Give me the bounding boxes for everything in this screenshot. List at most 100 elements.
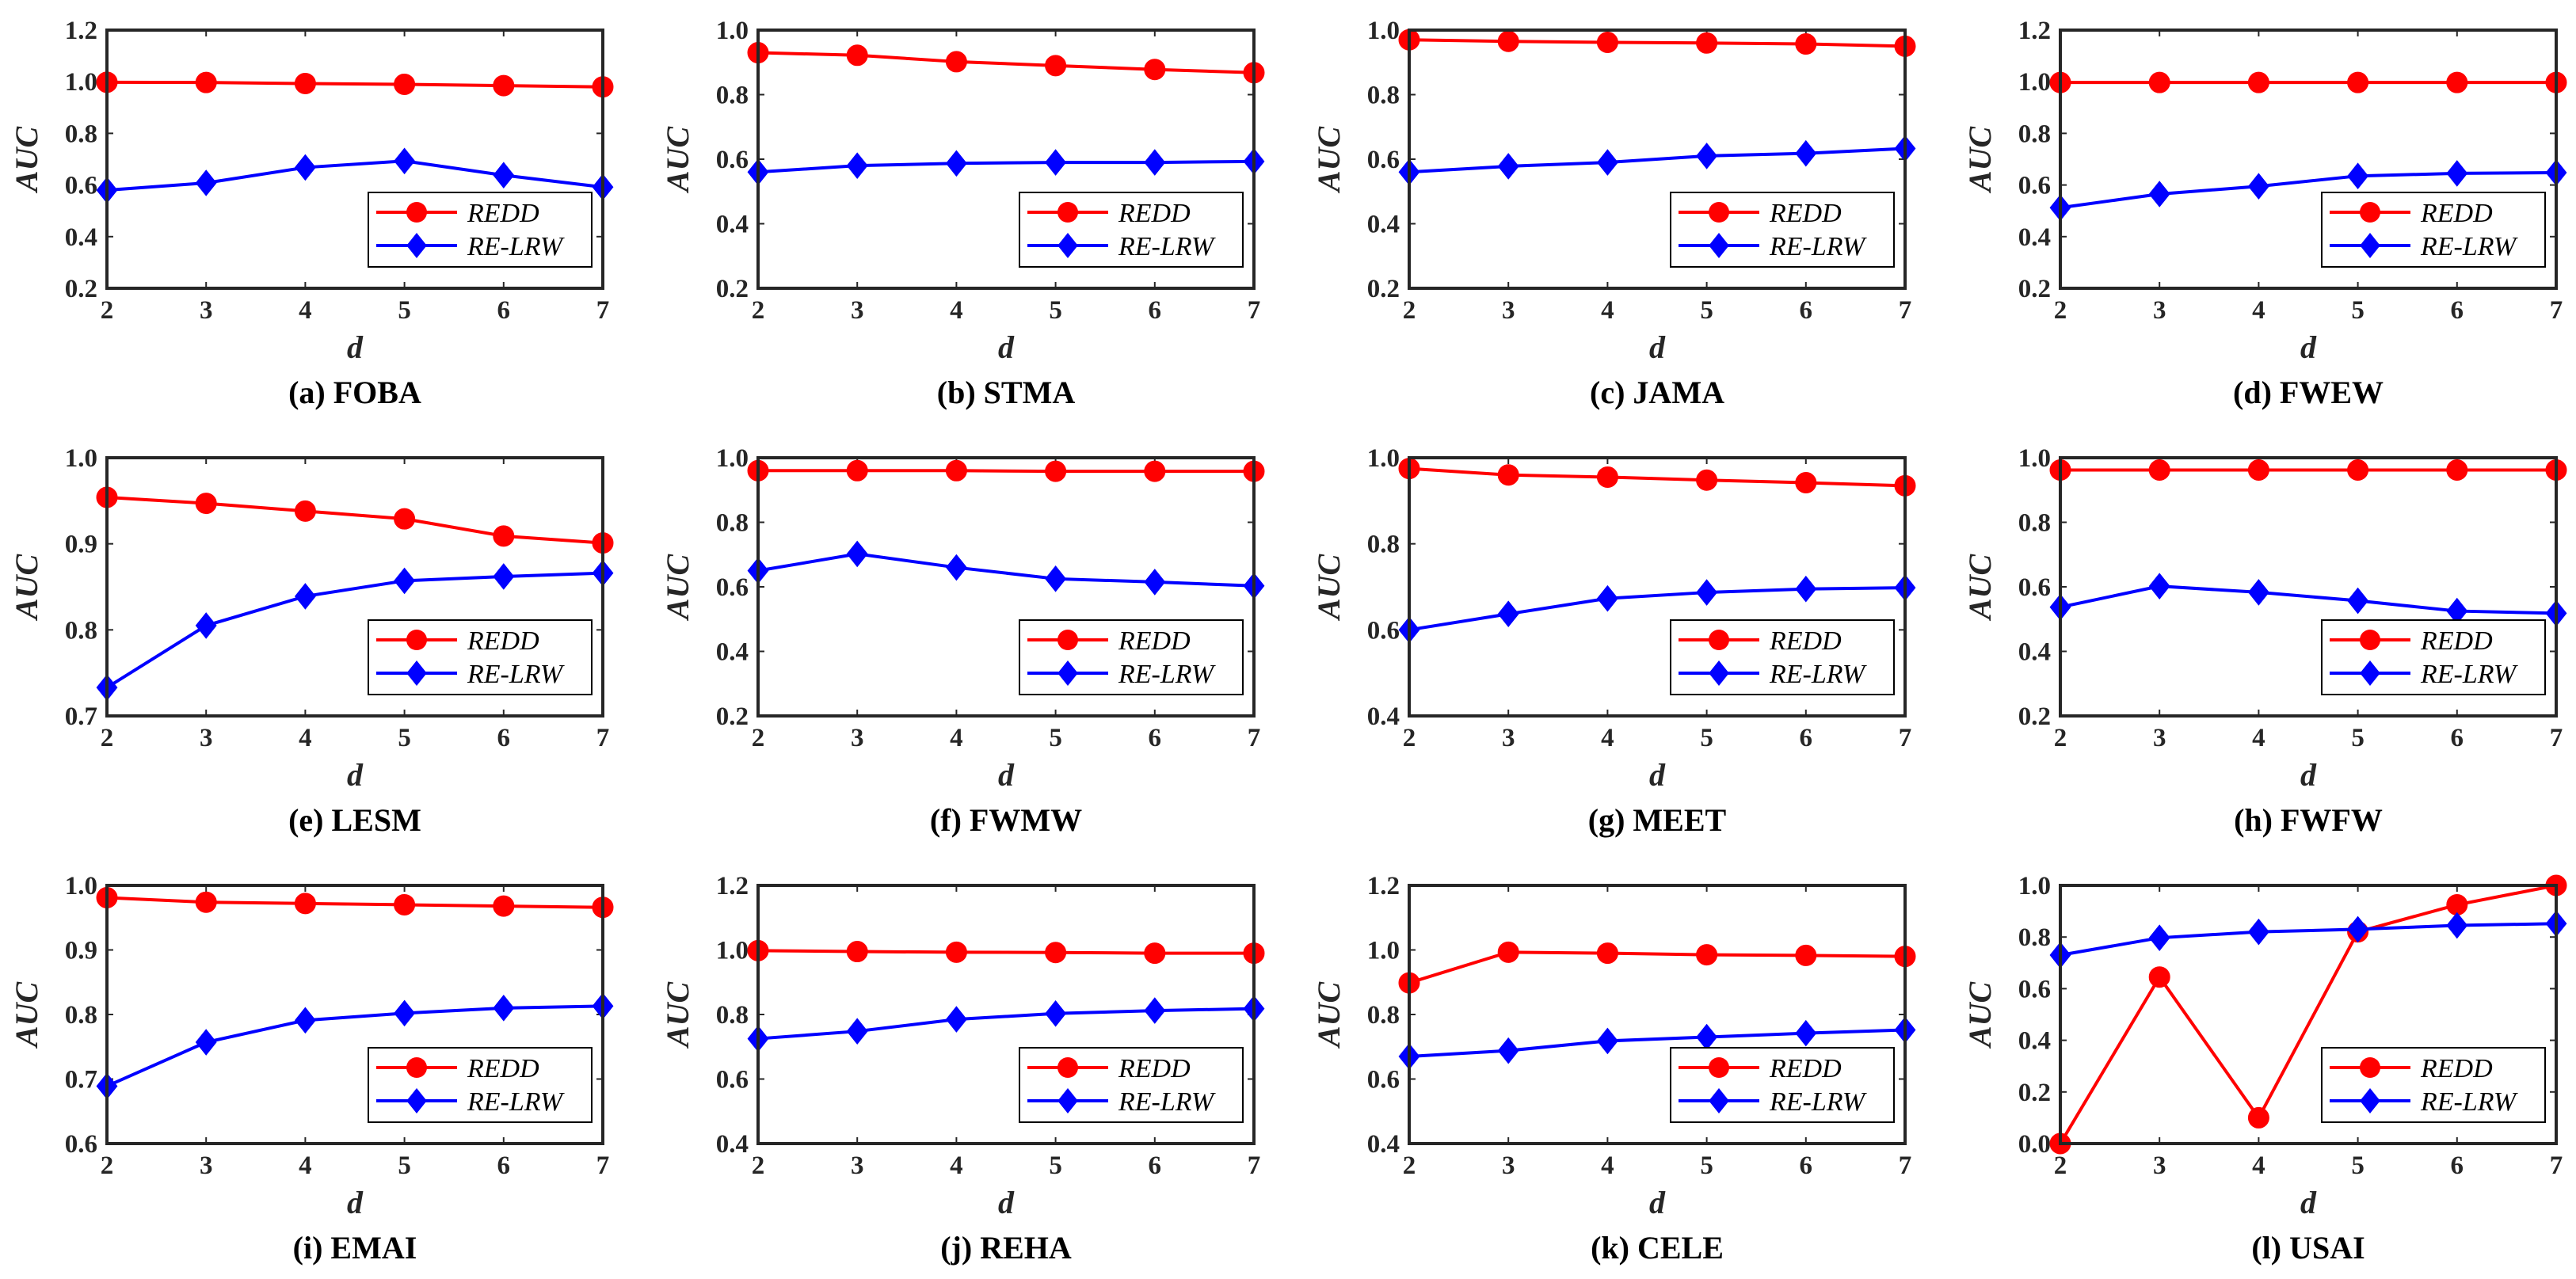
redd-point (1696, 944, 1718, 966)
x-tick-label: 6 (1800, 724, 1813, 752)
y-tick-label: 0.8 (65, 120, 97, 148)
redd-point (294, 72, 316, 94)
legend: REDD RE-LRW (1670, 1047, 1895, 1123)
redd-point (1144, 942, 1166, 965)
redd-point (1045, 460, 1067, 482)
x-tick-label: 2 (2054, 1151, 2067, 1180)
legend-marker-diamond (1709, 233, 1729, 258)
y-tick-label: 0.4 (2018, 223, 2051, 252)
legend-marker-circle (1057, 630, 1078, 650)
redd-point (394, 893, 416, 915)
x-tick-label: 3 (2153, 1151, 2166, 1180)
x-tick-label: 5 (398, 296, 411, 325)
redd-point (1596, 466, 1618, 488)
series-line-re-lrw (1408, 586, 1906, 632)
y-axis-label: AUC (1311, 554, 1347, 622)
series-line-re-lrw (757, 159, 1255, 174)
redd-point (294, 893, 316, 915)
legend-label-re-lrw: RE-LRW (1769, 1087, 1867, 1117)
re-lrw-point (1045, 565, 1067, 592)
re-lrw-point (2347, 587, 2369, 615)
series-line-re-lrw (757, 552, 1255, 588)
x-tick-label: 4 (1601, 296, 1614, 325)
panel-caption: (a) FOBA (288, 375, 421, 410)
panel-i-emai: 2 3 4 5 6 7 0.6 0.7 0.8 0.9 1.0 d AUC (i) EMAI REDD RE-… (9, 872, 614, 1266)
y-axis-label: AUC (1311, 126, 1347, 195)
x-axis-label: d (2300, 329, 2317, 365)
legend-box (2321, 1047, 2546, 1123)
re-lrw-point (1497, 600, 1519, 628)
x-tick-label: 3 (2153, 296, 2166, 325)
y-tick-label: 1.2 (716, 872, 749, 900)
legend-marker-circle (1057, 202, 1078, 223)
re-lrw-point (294, 583, 316, 610)
redd-point (2148, 459, 2170, 481)
x-tick-label: 2 (101, 724, 114, 752)
legend: REDD RE-LRW (2321, 1047, 2546, 1123)
series-line-re-lrw (2060, 170, 2557, 210)
re-lrw-point (1696, 1023, 1718, 1051)
x-tick-label: 4 (299, 724, 312, 752)
redd-point (1497, 464, 1519, 486)
x-tick-label: 4 (299, 1151, 312, 1180)
x-tick-label: 6 (1800, 296, 1813, 325)
series-line-redd (2059, 884, 2557, 1145)
x-tick-label: 2 (2054, 296, 2067, 325)
panel-caption: (e) LESM (288, 802, 421, 838)
x-tick-label: 3 (1502, 724, 1515, 752)
re-lrw-point (1596, 584, 1618, 612)
y-tick-label: 0.8 (716, 509, 749, 538)
x-tick-label: 2 (752, 724, 765, 752)
axes-frame (2059, 29, 2558, 290)
y-tick-label: 0.8 (65, 1001, 97, 1030)
legend-marker-circle (1709, 1057, 1729, 1078)
re-lrw-point (2148, 924, 2170, 951)
legend-label-redd: REDD (1769, 1054, 1842, 1083)
legend-label-redd: REDD (467, 199, 539, 228)
x-tick-label: 3 (200, 724, 213, 752)
legend-marker-circle (1709, 630, 1729, 650)
y-axis-label: AUC (9, 554, 44, 622)
redd-point (2148, 71, 2170, 93)
redd-point (1696, 32, 1718, 54)
y-tick-label: 1.2 (2018, 17, 2051, 45)
redd-point (1696, 469, 1718, 491)
x-axis-label: d (1649, 1185, 1666, 1220)
axes-frame (105, 884, 604, 1145)
legend-marker-circle (2360, 202, 2380, 223)
re-lrw-point (1596, 1027, 1618, 1055)
legend-box (1670, 192, 1895, 268)
x-tick-label: 6 (1149, 1151, 1162, 1180)
x-tick-label: 5 (2351, 1151, 2365, 1180)
legend: REDD RE-LRW (1019, 619, 1244, 695)
redd-point (1497, 30, 1519, 52)
y-tick-label: 1.0 (1367, 17, 1400, 45)
x-axis-label: d (998, 1185, 1015, 1220)
x-tick-label: 3 (1502, 1151, 1515, 1180)
re-lrw-point (2148, 573, 2170, 600)
x-tick-label: 2 (1403, 296, 1416, 325)
legend-box (1019, 619, 1244, 695)
legend-box (1670, 1047, 1895, 1123)
y-tick-label: 1.0 (716, 937, 749, 965)
y-tick-label: 0.8 (1367, 531, 1400, 559)
x-tick-label: 3 (851, 724, 864, 752)
x-tick-label: 2 (1403, 724, 1416, 752)
x-tick-label: 4 (299, 296, 312, 325)
re-lrw-point (1144, 569, 1166, 596)
legend-label-re-lrw: RE-LRW (1769, 232, 1867, 261)
panel-c-jama: 2 3 4 5 6 7 0.2 0.4 0.6 0.8 1.0 d AUC (c) JAMA REDD RE-… (1311, 17, 1916, 410)
axes-frame (105, 29, 604, 290)
panel-caption: (j) REHA (940, 1230, 1072, 1266)
series-line-redd (106, 80, 604, 89)
x-tick-label: 3 (851, 1151, 864, 1180)
legend-label-redd: REDD (1769, 199, 1842, 228)
legend-marker-diamond (2360, 660, 2380, 686)
y-tick-label: 0.7 (65, 702, 97, 731)
legend-marker-diamond (2360, 1088, 2380, 1113)
re-lrw-point (1144, 149, 1166, 176)
legend-box (368, 619, 593, 695)
legend-marker-circle (406, 202, 427, 223)
